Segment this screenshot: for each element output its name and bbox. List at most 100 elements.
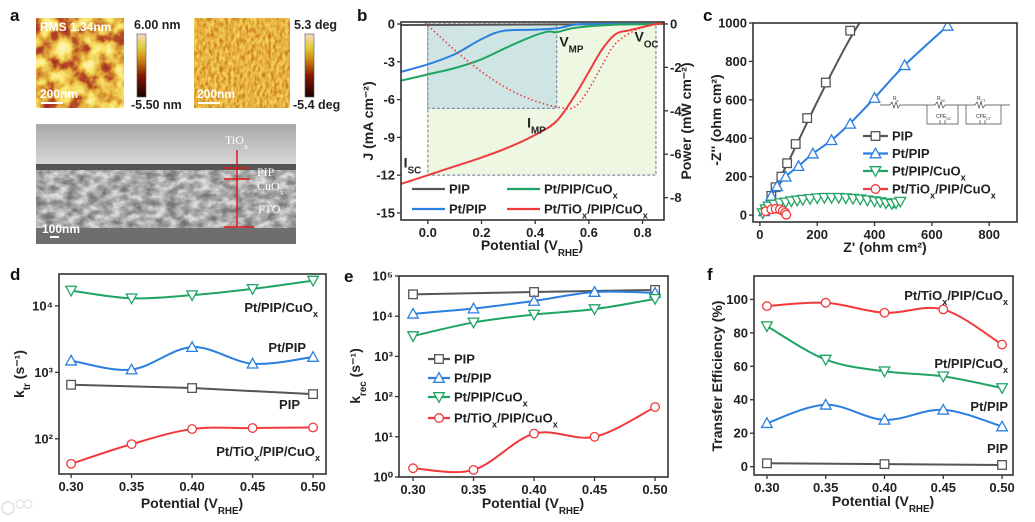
y2-tick-label: -2 <box>670 60 682 75</box>
colorbar-max: 5.3 deg <box>294 18 337 32</box>
triangle-down-marker <box>936 371 950 383</box>
legend-label: Pt/PIP <box>892 146 930 161</box>
square-marker <box>782 158 793 169</box>
circle-marker <box>126 439 137 450</box>
triangle-down-marker <box>588 304 601 316</box>
series-inline-label: Pt/PIP <box>268 340 306 355</box>
circle-marker <box>820 297 831 308</box>
circuit-label-cpect: CPECT <box>976 114 992 121</box>
y-tick-label: -9 <box>383 130 395 145</box>
legend-item: Pt/PIP/CuOx <box>863 164 966 183</box>
x-tick-label: 0.45 <box>582 482 607 497</box>
square-marker <box>434 354 444 364</box>
afm-height-image: RMS 1.34nm 200nm 6.00 nm -5.50 nm <box>36 18 182 112</box>
triangle-down-marker <box>796 194 810 207</box>
y-tick-label: 10⁴ <box>32 298 53 313</box>
x-tick-label: 0.6 <box>580 225 598 240</box>
square-marker <box>408 289 418 300</box>
watermark-logo <box>1 499 33 515</box>
series-pt-pip-cuox <box>64 275 320 305</box>
series-pt-tiox-pip-cuox <box>760 203 792 220</box>
x-tick-label: 800 <box>978 227 1000 242</box>
series-pip <box>66 379 319 400</box>
x-tick-label: 600 <box>921 227 943 242</box>
triangle-up-marker <box>588 285 601 297</box>
x-tick-label: 0.4 <box>526 225 545 240</box>
sem-substrate <box>36 228 296 244</box>
y2-tick-label: -6 <box>670 147 682 162</box>
y-tick-label: 10⁴ <box>372 309 393 324</box>
y-tick-label: 200 <box>725 169 747 184</box>
panel-a: a RMS 1.34nm 200nm 6.00 nm -5.50 nm 200n… <box>10 6 340 244</box>
colorbar-min: -5.4 deg <box>293 98 340 112</box>
legend-item: PIP <box>412 182 470 197</box>
y-tick-label: -3 <box>383 54 395 69</box>
chart-panel-d: d 0.30 0.35 0.40 0.45 0.50 10² 10³ 10⁴ Potential … <box>10 265 327 517</box>
triangle-down-marker <box>878 366 891 378</box>
legend-label: PIP <box>892 129 913 144</box>
y-tick-label: 20 <box>734 426 748 441</box>
series-inline-label: Pt/PIP/CuOx <box>244 300 318 319</box>
series-inline-label: PIP <box>987 441 1008 456</box>
square-marker <box>761 458 772 469</box>
x-tick-label: 0.2 <box>472 225 490 240</box>
circuit-label-rct: RCT <box>977 96 986 103</box>
triangle-up-marker <box>527 294 541 306</box>
y-tick-label: 10⁵ <box>372 269 393 284</box>
circle-marker <box>997 339 1008 350</box>
afm-phase-scale-label: 200nm <box>197 87 235 101</box>
square-marker <box>879 459 890 470</box>
x-tick-label: 0.45 <box>240 479 265 494</box>
series-pt-pip <box>760 398 1009 432</box>
y2-tick-label: 0 <box>670 16 677 31</box>
series-pip <box>761 458 1008 470</box>
equivalent-circuit-inset <box>880 100 1010 125</box>
y2-axis-title: Power (mW cm⁻²) <box>678 62 694 179</box>
y-axis-title: Transfer Efficiency (%) <box>709 301 725 452</box>
triangle-up-marker <box>406 307 420 319</box>
scale-bar <box>41 102 63 104</box>
y-tick-label: 0 <box>741 459 748 474</box>
plot-area <box>406 284 662 475</box>
x-tick-label: 0.50 <box>989 480 1014 495</box>
triangle-up-marker <box>898 58 912 71</box>
circle-marker <box>187 424 198 435</box>
y2-tick-label: -4 <box>670 103 682 118</box>
legend-label: PIP <box>449 182 470 197</box>
legend-label: Pt/PIP <box>454 371 492 386</box>
panel-label-b: b <box>357 6 367 25</box>
y-axis-title: krec (s⁻¹) <box>347 348 369 404</box>
x-tick-label: 200 <box>806 227 828 242</box>
triangle-up-marker <box>779 170 793 182</box>
triangle-up-marker <box>819 398 833 410</box>
series-line <box>401 23 664 82</box>
triangle-down-marker <box>185 290 199 302</box>
series-pt-tiox-pip-cuox <box>408 402 661 475</box>
circle-marker <box>870 184 881 194</box>
square-marker <box>870 131 881 141</box>
series-pt-pip <box>401 22 664 73</box>
series-pt-pip <box>406 285 662 319</box>
legend-label: Pt/TiOx/PIP/CuOx <box>892 182 996 201</box>
series-pt-pip-cuox <box>756 192 907 220</box>
panel-label-e: e <box>344 267 353 286</box>
triangle-up-marker <box>995 419 1009 432</box>
triangle-down-marker <box>306 275 320 288</box>
max-power-inner-region <box>427 23 558 110</box>
circuit-label-cpesc: CPESC <box>936 114 952 121</box>
circle-marker <box>66 458 77 469</box>
sem-label-cuox: CuOx <box>257 179 285 197</box>
panel-label-a: a <box>10 6 20 25</box>
x-tick-label: 0.35 <box>461 482 486 497</box>
y-tick-label: 0 <box>388 17 395 32</box>
triangle-down-marker <box>869 166 882 178</box>
circle-marker <box>308 422 319 433</box>
triangle-up-marker <box>843 117 857 129</box>
legend-label: Pt/PIP/CuOx <box>544 182 618 201</box>
legend-item: Pt/PIP/CuOx <box>428 390 528 409</box>
triangle-down-marker <box>893 196 907 209</box>
y-tick-label: 60 <box>734 359 748 374</box>
series-pt-tiox-pip-cuox <box>761 297 1008 350</box>
